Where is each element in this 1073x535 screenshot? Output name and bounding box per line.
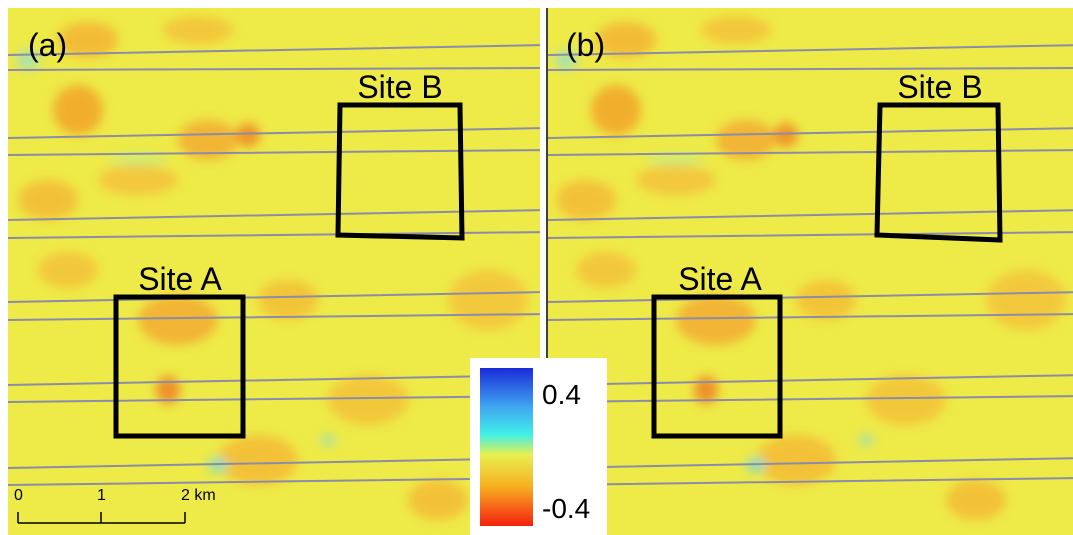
colorbar-max-label: 0.4 — [542, 379, 581, 410]
panel-label: (a) — [28, 27, 67, 63]
scale-label: 2 km — [181, 487, 216, 504]
panel-label: (b) — [566, 27, 605, 63]
site-label: Site A — [678, 261, 762, 297]
panel-b-map — [546, 0, 1073, 535]
site-label: Site B — [357, 69, 442, 105]
colorbar-min-label: -0.4 — [542, 493, 590, 524]
figure: (a) Site A Site B (b) Site A Site B 0 1 … — [0, 0, 1073, 535]
scale-label: 1 — [97, 487, 106, 504]
site-label: Site B — [897, 69, 982, 105]
panel-a-map — [8, 0, 548, 535]
site-label: Site A — [138, 261, 222, 297]
scale-label: 0 — [14, 487, 23, 504]
